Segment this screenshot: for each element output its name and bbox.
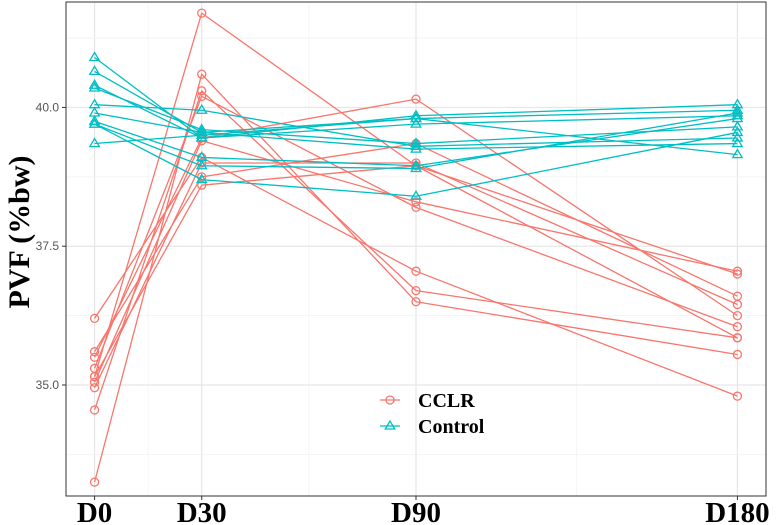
cclr-data-point: [89, 477, 100, 487]
cclr-data-point: [732, 269, 743, 279]
cclr-data-point: [732, 391, 743, 401]
x-tick-label: D30: [177, 497, 227, 525]
cclr-data-point: [197, 180, 207, 190]
cclr-data-point: [197, 158, 207, 168]
control-data-point: [410, 137, 422, 148]
cclr-data-point: [89, 405, 100, 415]
control-data-point: [88, 115, 101, 125]
cclr-data-point: [411, 202, 421, 213]
legend: CCLR Control: [380, 390, 485, 438]
x-axis-ticks: D0 D30 D90 D180: [77, 496, 770, 525]
y-tick-label: 35.0: [36, 378, 60, 392]
cclr-data-point: [411, 158, 421, 168]
cclr-data-point: [732, 291, 743, 301]
cclr-data-point: [411, 94, 421, 104]
control-data-point: [195, 126, 208, 137]
legend-key-marker-control: [384, 419, 396, 430]
control-data-point: [731, 120, 744, 131]
legend-key-marker-cclr: [385, 395, 395, 405]
cclr-data-point: [732, 310, 743, 321]
cclr-data-point: [732, 266, 743, 276]
cclr-subject-line: [93, 98, 738, 358]
series-layer: [88, 8, 744, 487]
control-data-point: [195, 159, 208, 170]
control-data-point: [195, 128, 208, 139]
cclr-data-point: [197, 69, 207, 79]
series-control: [88, 51, 744, 200]
control-data-point: [731, 106, 744, 117]
control-data-point: [88, 78, 101, 89]
cclr-subject-line: [93, 162, 738, 389]
control-data-point: [731, 112, 744, 123]
cclr-data-point: [89, 313, 100, 324]
control-data-point: [88, 81, 101, 92]
control-data-point: [410, 117, 422, 128]
control-data-point: [410, 140, 422, 150]
cclr-subject-line: [94, 142, 738, 353]
cclr-data-point: [411, 197, 421, 207]
control-data-point: [410, 162, 422, 173]
cclr-data-point: [89, 347, 100, 357]
cclr-subject-line: [93, 90, 738, 411]
cclr-data-point: [411, 297, 421, 307]
control-subject-line: [94, 112, 738, 170]
y-axis-label: PVF (%bw): [3, 155, 36, 308]
control-data-point: [731, 109, 744, 120]
cclr-data-point: [89, 372, 100, 382]
cclr-subject-line: [93, 140, 738, 383]
cclr-data-point: [732, 333, 743, 343]
cclr-data-point: [89, 377, 100, 387]
control-subject-line: [94, 117, 738, 156]
control-data-point: [88, 65, 101, 76]
cclr-data-point: [197, 91, 207, 102]
legend-label-cclr: CCLR: [418, 390, 475, 412]
x-tick-label: D180: [705, 497, 769, 525]
control-subject-line: [94, 84, 738, 139]
control-data-point: [88, 117, 101, 128]
cclr-data-point: [411, 266, 421, 276]
control-data-point: [410, 159, 422, 170]
cclr-data-point: [197, 8, 207, 18]
control-data-point: [731, 131, 744, 142]
cclr-data-point: [732, 322, 743, 332]
control-data-point: [88, 137, 101, 148]
control-data-point: [195, 103, 208, 114]
cclr-subject-line: [93, 95, 738, 369]
control-data-point: [195, 131, 208, 142]
cclr-data-point: [411, 285, 421, 296]
cclr-subject-line: [94, 165, 738, 377]
control-subject-line: [94, 87, 738, 145]
cclr-data-point: [732, 349, 743, 360]
control-data-point: [195, 123, 208, 134]
series-cclr: [89, 8, 743, 487]
control-subject-line: [94, 123, 738, 197]
control-data-point: [410, 142, 422, 153]
y-tick-label: 37.5: [36, 239, 60, 253]
control-subject-line: [94, 112, 738, 150]
y-axis-ticks: 35.0 37.5 40.0: [36, 100, 66, 392]
control-data-point: [731, 148, 744, 159]
x-tick-label: D90: [391, 497, 441, 525]
legend-label-control: Control: [418, 416, 485, 438]
control-data-point: [410, 112, 422, 123]
control-data-point: [195, 173, 208, 184]
cclr-data-point: [197, 86, 207, 96]
y-tick-label: 40.0: [36, 100, 60, 114]
control-data-point: [731, 137, 744, 148]
control-data-point: [88, 51, 101, 62]
cclr-subject-line: [94, 156, 738, 397]
x-tick-label: D0: [77, 497, 112, 525]
cclr-data-point: [89, 352, 100, 362]
control-subject-line: [94, 70, 738, 134]
control-data-point: [731, 126, 744, 137]
control-data-point: [410, 189, 422, 200]
cclr-data-point: [89, 383, 100, 393]
